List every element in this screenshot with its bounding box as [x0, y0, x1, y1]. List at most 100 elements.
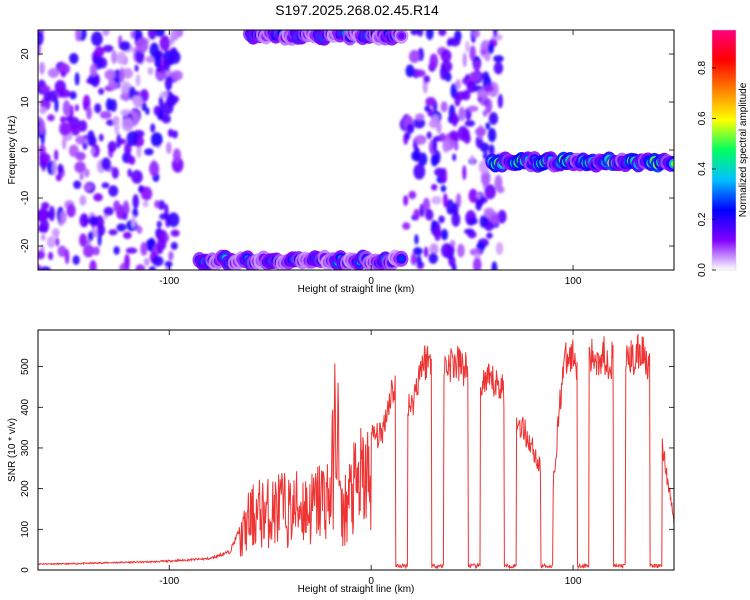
noise-blob — [440, 185, 447, 193]
spectrogram-noise — [38, 30, 507, 270]
noise-blob — [485, 98, 493, 114]
noise-blob — [462, 52, 467, 68]
noise-blob — [402, 222, 411, 230]
noise-blob — [487, 127, 497, 143]
colorbar-tick-label: 0.8 — [697, 61, 708, 75]
spectrogram-x-tick-label: -100 — [159, 276, 179, 287]
noise-blob — [97, 231, 102, 247]
noise-blob — [119, 40, 131, 52]
noise-blob — [439, 132, 446, 142]
snr-y-ticks: 0 100 200 300 400 500 — [20, 358, 674, 573]
noise-blob — [165, 141, 172, 154]
noise-blob — [475, 127, 487, 137]
noise-blob — [158, 95, 164, 108]
noise-blob — [89, 260, 97, 270]
noise-blob — [54, 80, 67, 94]
noise-blob — [167, 128, 174, 138]
noise-blob — [78, 120, 88, 132]
noise-blob — [462, 165, 467, 181]
spectrogram-y-axis-label: Frequency (Hz) — [7, 116, 18, 185]
noise-blob — [429, 243, 439, 255]
noise-blob — [74, 104, 79, 112]
noise-blob — [79, 233, 88, 247]
noise-blob — [69, 52, 79, 64]
noise-blob — [144, 148, 154, 156]
noise-blob — [113, 246, 120, 255]
noise-blob — [39, 218, 50, 234]
noise-blob — [64, 249, 70, 265]
noise-blob — [462, 128, 470, 139]
noise-blob — [432, 136, 438, 153]
noise-blob — [134, 64, 139, 72]
noise-blob — [467, 230, 477, 239]
noise-blob — [476, 192, 482, 199]
colorbar-tick-label: 0.0 — [697, 263, 708, 277]
noise-blob — [116, 51, 127, 65]
noise-blob — [490, 214, 500, 226]
noise-blob — [446, 199, 455, 215]
spectrogram-heatmap — [38, 30, 674, 270]
noise-blob — [458, 106, 466, 122]
noise-blob — [413, 117, 426, 129]
noise-blob — [451, 212, 461, 227]
noise-blob — [493, 61, 504, 75]
noise-blob — [141, 102, 147, 112]
noise-blob — [149, 161, 160, 177]
noise-blob — [457, 243, 465, 258]
noise-blob — [408, 190, 417, 200]
noise-blob — [405, 64, 415, 78]
noise-blob — [465, 40, 470, 53]
noise-blob — [41, 85, 51, 93]
noise-blob — [98, 133, 104, 142]
spectrogram-y-tick-label: 20 — [20, 48, 31, 60]
noise-blob — [116, 133, 122, 149]
colorbar-label: Normalized spectral amplitude — [738, 82, 749, 217]
noise-blob — [136, 37, 149, 53]
noise-blob — [425, 30, 434, 40]
noise-blob — [54, 237, 60, 247]
spectrogram-y-tick-label: -10 — [20, 190, 31, 205]
noise-blob — [438, 215, 445, 224]
noise-blob — [171, 130, 178, 139]
noise-blob — [142, 200, 149, 208]
noise-blob — [57, 245, 67, 258]
noise-blob — [440, 49, 452, 63]
noise-blob — [40, 233, 46, 241]
noise-blob — [491, 261, 498, 270]
noise-blob — [74, 72, 80, 86]
noise-blob — [163, 58, 171, 72]
noise-blob — [164, 260, 173, 268]
noise-blob — [170, 241, 178, 250]
noise-blob — [472, 30, 481, 38]
noise-blob — [116, 223, 127, 232]
noise-blob — [60, 70, 66, 78]
spectrogram-x-tick-label: 100 — [565, 276, 582, 287]
noise-blob — [91, 31, 103, 47]
noise-blob — [131, 215, 136, 229]
noise-blob — [62, 135, 67, 150]
noise-blob — [135, 74, 141, 87]
snr-y-tick-label: 200 — [20, 480, 31, 497]
noise-blob — [102, 30, 110, 37]
noise-blob — [414, 69, 426, 78]
noise-blob — [156, 229, 168, 243]
noise-blob — [148, 266, 156, 270]
noise-blob — [124, 142, 132, 156]
noise-blob — [131, 170, 143, 184]
noise-blob — [404, 131, 411, 140]
noise-blob — [415, 113, 425, 121]
noise-blob — [494, 174, 503, 191]
noise-blob — [164, 266, 172, 270]
noise-blob — [38, 30, 44, 46]
snr-x-axis-label: Height of straight line (km) — [298, 584, 415, 595]
noise-blob — [423, 75, 431, 84]
noise-blob — [413, 163, 426, 180]
noise-blob — [124, 253, 130, 270]
noise-blob — [423, 246, 429, 258]
noise-blob — [159, 35, 171, 52]
noise-blob — [108, 229, 118, 236]
noise-blob — [125, 247, 138, 254]
noise-blob — [452, 112, 458, 127]
noise-blob — [145, 107, 150, 115]
